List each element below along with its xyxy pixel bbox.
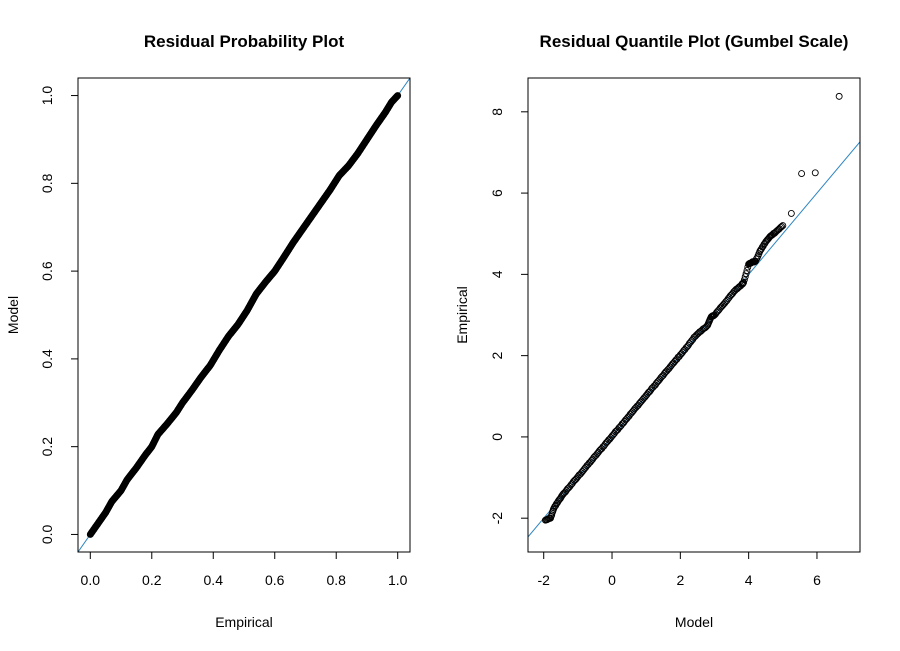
- quantile-plot-point: [741, 273, 749, 281]
- quantile-plot-point: [835, 92, 843, 100]
- probability-plot-x-axis-label: Empirical: [215, 614, 273, 630]
- quantile-plot-point: [779, 222, 787, 230]
- quantile-plot-x-tick-label: 2: [676, 572, 684, 588]
- quantile-plot-y-axis-label: Empirical: [454, 286, 470, 344]
- probability-plot-y-tick-label: 0.2: [39, 437, 55, 457]
- quantile-plot-x-tick-label: 6: [813, 572, 821, 588]
- probability-plot-panel: Residual Probability Plot Empirical Mode…: [5, 32, 411, 630]
- probability-plot-y-tick-label: 0.8: [39, 173, 55, 193]
- quantile-plot-point: [668, 360, 676, 368]
- quantile-plot-point: [660, 370, 668, 377]
- quantile-plot-point: [798, 170, 806, 178]
- quantile-plot-point: [605, 436, 613, 444]
- quantile-plot-y-ticks: -2 0 2 4 6 8: [489, 108, 528, 525]
- quantile-plot-point: [671, 358, 679, 365]
- probability-plot-x-tick-label: 0.6: [265, 572, 285, 588]
- quantile-plot-point: [645, 388, 652, 396]
- quantile-plot-x-ticks: -2 0 2 4 6: [537, 552, 821, 588]
- quantile-plot-title: Residual Quantile Plot (Gumbel Scale): [540, 32, 849, 51]
- quantile-plot-point: [590, 454, 598, 461]
- probability-plot-x-tick-label: 0.0: [81, 572, 101, 588]
- quantile-plot-y-tick-label: 6: [489, 189, 505, 197]
- quantile-plot-point: [713, 308, 721, 316]
- quantile-plot-point: [663, 367, 671, 375]
- quantile-plot-point: [564, 485, 572, 493]
- quantile-plot-point: [615, 424, 623, 432]
- quantile-plot-x-tick-label: 4: [745, 572, 753, 588]
- quantile-plot-point: [716, 304, 724, 312]
- quantile-plot-point: [726, 292, 734, 300]
- probability-plot-y-tick-label: 0.0: [39, 525, 55, 545]
- quantile-plot-point: [574, 473, 582, 481]
- quantile-plot-point: [811, 169, 819, 177]
- probability-plot-x-tick-label: 1.0: [388, 572, 408, 588]
- probability-plot-points: [86, 92, 402, 538]
- quantile-plot-point: [575, 471, 583, 479]
- quantile-plot-x-axis-label: Model: [675, 614, 713, 630]
- probability-plot-x-ticks: 0.0 0.2 0.4 0.6 0.8 1.0: [81, 552, 408, 588]
- quantile-plot-point: [569, 478, 577, 486]
- quantile-plot-frame: [527, 77, 861, 553]
- probability-plot-y-tick-label: 1.0: [39, 86, 55, 106]
- quantile-plot-point: [643, 390, 651, 398]
- quantile-plot-points: [541, 92, 843, 524]
- probability-plot-x-tick-label: 0.2: [142, 572, 162, 588]
- quantile-plot-point: [742, 270, 750, 278]
- quantile-plot-point: [778, 223, 786, 230]
- quantile-plot-point: [787, 209, 795, 217]
- quantile-plot-point: [618, 420, 626, 428]
- probability-plot-point: [394, 92, 402, 100]
- quantile-plot-y-tick-label: -2: [489, 512, 505, 525]
- quantile-plot-x-tick-label: -2: [537, 572, 550, 588]
- quantile-plot-point: [740, 276, 748, 284]
- quantile-plot-point: [649, 383, 657, 391]
- quantile-plot-y-tick-label: 0: [489, 433, 505, 441]
- quantile-plot-point: [571, 477, 578, 484]
- probability-plot-y-tick-label: 0.6: [39, 261, 55, 281]
- probability-plot-y-axis-label: Model: [5, 296, 21, 334]
- quantile-plot-point: [591, 452, 599, 460]
- quantile-plot-point: [626, 410, 634, 418]
- quantile-plot-point: [709, 312, 717, 320]
- quantile-plot-point: [674, 353, 682, 361]
- probability-plot-y-tick-label: 0.4: [39, 349, 55, 369]
- quantile-plot-point: [596, 447, 603, 455]
- quantile-plot-point: [611, 428, 619, 436]
- probability-plot-y-ticks: 0.0 0.2 0.4 0.6 0.8 1.0: [39, 86, 78, 545]
- quantile-plot-point: [743, 267, 751, 275]
- quantile-plot-point: [777, 224, 784, 231]
- probability-plot-x-tick-label: 0.4: [204, 572, 224, 588]
- quantile-plot-point: [682, 344, 690, 352]
- quantile-plot-point: [752, 255, 760, 263]
- quantile-plot-x-tick-label: 0: [608, 572, 616, 588]
- quantile-plot-panel: Residual Quantile Plot (Gumbel Scale) Mo…: [454, 32, 861, 630]
- probability-plot-frame: [77, 77, 411, 553]
- quantile-plot-y-tick-label: 4: [489, 270, 505, 278]
- probability-plot-title: Residual Probability Plot: [144, 32, 345, 51]
- probability-plot-x-tick-label: 0.8: [326, 572, 346, 588]
- quantile-plot-point: [632, 404, 640, 412]
- quantile-plot-y-tick-label: 2: [489, 352, 505, 360]
- quantile-plot-point: [657, 374, 665, 382]
- quantile-plot-y-tick-label: 8: [489, 108, 505, 116]
